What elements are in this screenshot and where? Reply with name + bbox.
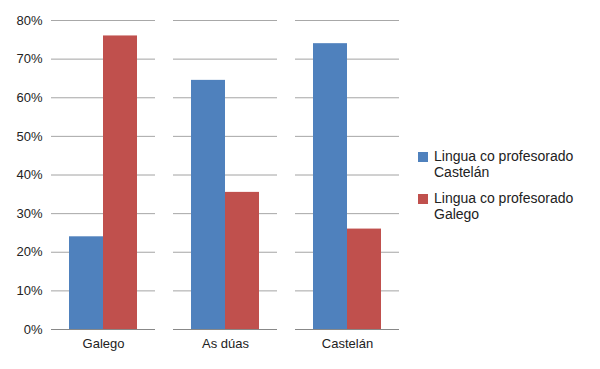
svg-text:As dúas: As dúas [202, 336, 249, 351]
svg-text:70%: 70% [16, 51, 42, 66]
svg-text:30%: 30% [16, 206, 42, 221]
svg-text:Galego: Galego [83, 336, 125, 351]
svg-text:10%: 10% [16, 283, 42, 298]
svg-text:Castelán: Castelán [322, 336, 373, 351]
html-text:Lingua co profesorado Castelán: Lingua co profesorado Castelán [434, 147, 574, 180]
svg-text:0%: 0% [24, 322, 43, 337]
svg-text:80%: 80% [16, 13, 42, 28]
html-text:Lingua co profesorado Galego: Lingua co profesorado Galego [434, 189, 574, 222]
svg-text:40%: 40% [16, 167, 42, 182]
svg-text:60%: 60% [16, 90, 42, 105]
svg-text:20%: 20% [16, 244, 42, 259]
svg-text:50%: 50% [16, 129, 42, 144]
